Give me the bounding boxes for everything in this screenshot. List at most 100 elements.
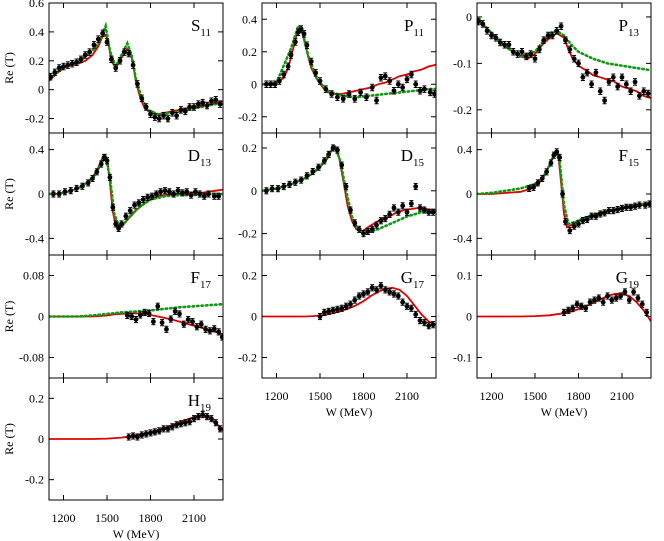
panel-label: S11 [191, 16, 211, 39]
data-point [404, 302, 410, 310]
data-point [628, 203, 634, 211]
data-point [268, 80, 274, 88]
data-point [539, 174, 545, 183]
data-point [263, 187, 269, 195]
data-point [422, 85, 427, 93]
data-point [330, 144, 336, 152]
data-point [117, 57, 123, 65]
data-point [632, 78, 638, 86]
data-point [68, 187, 74, 195]
data-point [313, 69, 319, 77]
data-point [135, 433, 140, 441]
data-point [426, 322, 432, 330]
data-point [348, 206, 353, 214]
data-point [124, 311, 130, 320]
data-point [65, 61, 71, 69]
data-point [61, 62, 66, 71]
data-point [200, 411, 206, 419]
data-point [85, 179, 91, 187]
data-point [641, 87, 647, 95]
y-tick-label: 0 [251, 77, 257, 91]
data-point [326, 150, 332, 158]
data-point [364, 93, 369, 101]
y-axis-title: Re (T) [2, 301, 16, 333]
data-point [348, 300, 353, 308]
y-tick-label: -0.2 [238, 227, 257, 241]
panel-label: D15 [401, 146, 425, 169]
data-point [408, 70, 414, 79]
data-point [204, 101, 210, 110]
data-point [137, 311, 143, 319]
data-point [275, 185, 281, 193]
data-point [198, 320, 204, 328]
data-point [576, 59, 581, 68]
data-point [489, 31, 494, 40]
data-point [352, 219, 358, 227]
data-point [175, 187, 181, 195]
data-point [156, 114, 162, 123]
data-point [369, 83, 375, 92]
data-point [400, 83, 406, 92]
data-point [606, 207, 612, 215]
data-point [583, 304, 589, 312]
data-point [480, 20, 486, 28]
data-point [560, 190, 565, 198]
data-point [395, 208, 401, 216]
data-point [417, 87, 423, 95]
data-point [211, 325, 217, 333]
x-axis-title: W (MeV) [113, 527, 160, 541]
data-point [126, 49, 132, 58]
data-point [56, 190, 62, 198]
data-point [287, 180, 292, 188]
y-tick-label: -0.2 [238, 110, 257, 124]
data-point [580, 217, 586, 225]
data-point [169, 109, 175, 117]
data-point [391, 87, 397, 95]
data-point [613, 294, 619, 302]
data-point [326, 307, 332, 315]
x-tick-label: 2100 [395, 389, 419, 403]
data-point [631, 288, 636, 296]
data-point [74, 184, 79, 193]
data-point [180, 189, 185, 197]
data-point [361, 290, 366, 298]
x-tick-label: 1500 [308, 389, 332, 403]
x-axis-title: W (MeV) [326, 405, 373, 419]
y-tick-label: 0 [38, 187, 44, 201]
y-tick-label: -0.08 [19, 351, 44, 365]
data-point [168, 315, 174, 323]
data-point [528, 50, 534, 58]
data-point [200, 98, 206, 107]
y-tick-label: 0 [38, 310, 44, 324]
data-point [181, 320, 187, 328]
data-point [155, 302, 161, 310]
data-point [193, 188, 198, 196]
x-tick-label: 1800 [352, 389, 376, 403]
data-point [140, 195, 146, 204]
data-point [285, 62, 291, 71]
y-tick-label: 0.4 [29, 143, 44, 157]
data-point [321, 308, 327, 316]
data-point [195, 100, 201, 108]
data-point [151, 318, 156, 326]
data-point [178, 106, 184, 114]
data-point [269, 185, 275, 193]
panel-frame [261, 254, 437, 379]
data-point [635, 294, 641, 302]
data-point [190, 318, 195, 326]
y-tick-label: 0.6 [29, 0, 44, 10]
data-point [340, 95, 346, 103]
data-point [400, 202, 406, 210]
data-point [557, 153, 563, 161]
model-curve [262, 27, 436, 95]
data-point [90, 174, 95, 183]
data-point [374, 221, 379, 229]
data-point [288, 51, 294, 59]
data-point [387, 77, 392, 85]
y-tick-label: 0.08 [23, 269, 44, 283]
data-point [502, 41, 507, 49]
y-tick-label: 0 [38, 432, 44, 446]
y-tick-label: 0.4 [242, 12, 257, 26]
data-point [217, 425, 223, 433]
data-point [187, 103, 193, 111]
